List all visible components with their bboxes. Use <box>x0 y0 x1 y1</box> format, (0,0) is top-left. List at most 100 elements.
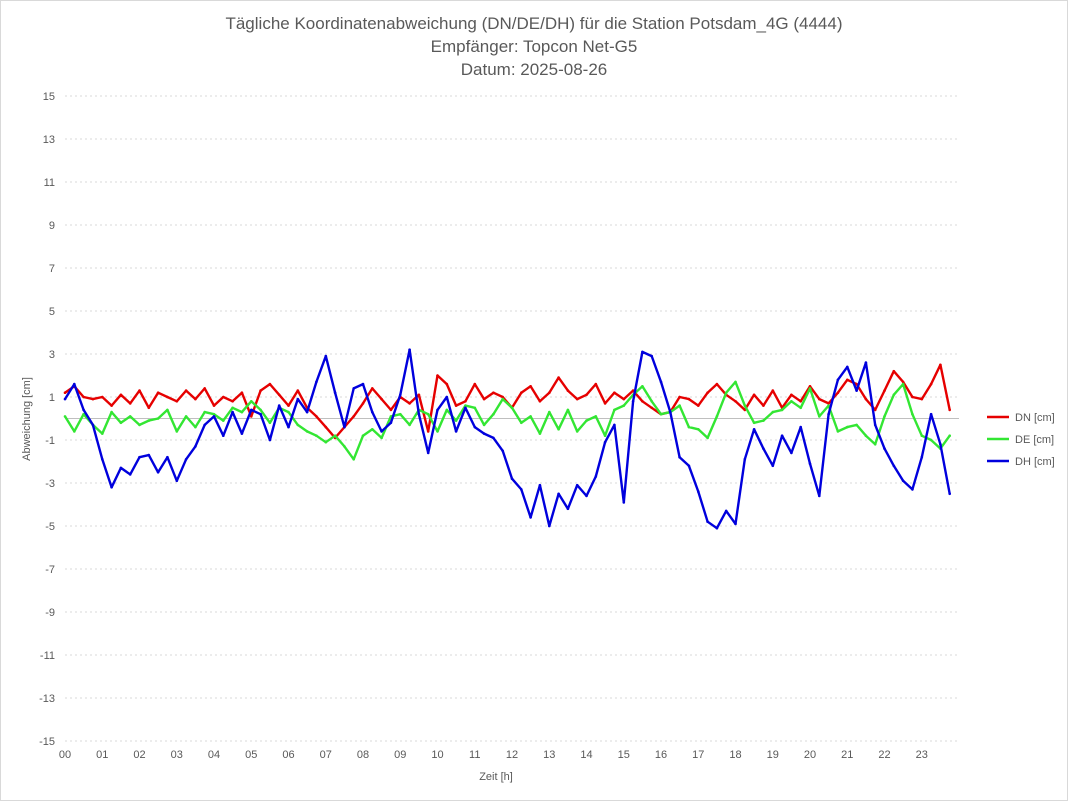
data-point-de <box>901 382 905 386</box>
data-point-de <box>324 440 328 444</box>
data-point-de <box>305 430 309 433</box>
y-tick-label: 5 <box>49 306 55 318</box>
data-point-de <box>734 380 737 384</box>
data-point-de <box>622 404 626 407</box>
data-point-dn <box>939 363 942 367</box>
data-point-dn <box>259 389 262 392</box>
data-point-dh <box>91 423 95 427</box>
y-tick-label: -13 <box>39 693 55 705</box>
data-point-dh <box>389 421 393 425</box>
data-point-de <box>548 410 551 414</box>
x-tick-label: 05 <box>245 749 257 761</box>
data-point-de <box>529 415 532 418</box>
x-tick-label: 00 <box>59 749 71 761</box>
data-point-dn <box>212 404 216 407</box>
data-point-dh <box>73 382 76 386</box>
data-point-dn <box>231 400 234 403</box>
y-tick-label: 11 <box>44 177 55 189</box>
data-point-dh <box>510 477 514 481</box>
data-point-de <box>315 434 318 438</box>
data-point-de <box>687 425 691 429</box>
data-point-de <box>426 412 430 416</box>
data-point-dh <box>473 425 477 429</box>
data-point-dh <box>287 425 290 429</box>
data-point-dn <box>315 415 318 418</box>
data-point-dh <box>82 408 85 412</box>
data-point-dh <box>836 378 840 382</box>
data-point-de <box>697 428 700 431</box>
data-point-dh <box>194 445 197 448</box>
y-tick-label: -9 <box>45 607 55 619</box>
data-point-dh <box>445 395 449 399</box>
data-point-de <box>147 419 151 422</box>
data-point-de <box>846 425 849 429</box>
x-tick-label: 18 <box>729 749 741 761</box>
data-point-dh <box>650 354 653 358</box>
y-tick-label: -15 <box>39 736 55 748</box>
data-point-dh <box>873 423 877 427</box>
x-tick-label: 09 <box>394 749 406 761</box>
data-point-dn <box>138 389 141 392</box>
data-point-de <box>268 421 272 425</box>
data-point-dh <box>771 464 775 468</box>
x-tick-label: 20 <box>804 749 816 761</box>
data-point-dh <box>529 516 532 519</box>
data-point-de <box>82 412 85 416</box>
data-point-dn <box>101 395 104 399</box>
data-point-dn <box>566 389 570 392</box>
data-point-dn <box>799 400 802 403</box>
y-tick-label: -5 <box>45 521 55 533</box>
data-point-de <box>175 430 179 433</box>
data-point-dh <box>203 423 206 427</box>
data-point-de <box>399 412 402 416</box>
data-point-dh <box>296 397 300 401</box>
data-point-de <box>743 404 747 407</box>
data-point-de <box>128 415 132 418</box>
data-point-dh <box>724 509 728 513</box>
data-point-dn <box>473 382 477 386</box>
data-point-de <box>119 421 123 425</box>
legend-label-de: DE [cm] <box>1015 434 1054 446</box>
data-point-dh <box>119 466 123 470</box>
data-point-dh <box>715 526 719 530</box>
data-point-dn <box>371 387 374 390</box>
data-point-dn <box>715 382 719 386</box>
data-point-dn <box>482 397 486 401</box>
data-point-dh <box>250 408 253 412</box>
data-point-de <box>492 412 495 416</box>
data-point-de <box>296 423 300 427</box>
data-point-dn <box>82 395 85 399</box>
data-point-dh <box>929 412 933 416</box>
data-point-de <box>156 417 160 420</box>
data-point-dn <box>678 395 681 399</box>
grid-lines <box>65 95 959 742</box>
data-point-de <box>464 404 467 407</box>
data-point-de <box>929 438 933 442</box>
x-tick-label: 16 <box>655 749 667 761</box>
data-point-dh <box>697 490 700 493</box>
data-point-dn <box>901 380 905 384</box>
data-point-de <box>585 419 588 422</box>
data-point-dn <box>538 400 542 403</box>
x-tick-label: 07 <box>320 749 332 761</box>
data-point-de <box>706 436 709 440</box>
data-point-de <box>780 408 784 412</box>
data-point-de <box>538 432 542 435</box>
data-point-dh <box>175 479 179 483</box>
data-point-dh <box>827 412 830 416</box>
data-point-de <box>799 406 802 410</box>
data-point-dh <box>622 501 626 504</box>
x-tick-label: 15 <box>618 749 630 761</box>
data-point-dh <box>454 430 458 433</box>
data-point-dn <box>883 389 886 392</box>
data-point-de <box>138 423 141 427</box>
data-point-dn <box>287 404 290 407</box>
data-point-dh <box>520 488 523 491</box>
data-point-dn <box>203 387 206 390</box>
data-point-dn <box>603 402 607 405</box>
data-point-dh <box>436 408 439 412</box>
data-point-dn <box>836 391 840 395</box>
data-point-dh <box>920 455 924 459</box>
data-point-de <box>613 408 616 412</box>
